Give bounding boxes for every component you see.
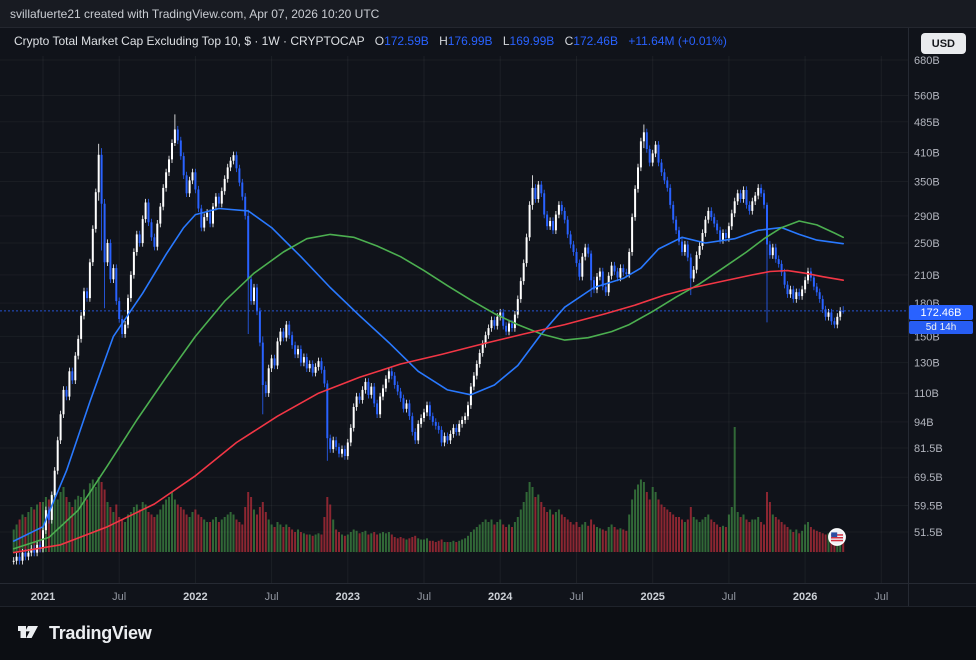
price-tick-label: 150B xyxy=(914,331,940,343)
candles-layer xyxy=(12,114,845,565)
time-tick-label: Jul xyxy=(112,591,126,603)
attribution-bar: svillafuerte21 created with TradingView.… xyxy=(0,0,976,28)
price-tick-label: 59.5B xyxy=(914,501,943,513)
time-tick-label: 2022 xyxy=(183,591,207,603)
bar-countdown-badge: 5d 14h xyxy=(909,321,973,334)
price-tick-label: 81.5B xyxy=(914,443,943,455)
symbol-title[interactable]: Crypto Total Market Cap Excluding Top 10… xyxy=(14,34,365,48)
ma-mid-line xyxy=(12,220,845,550)
price-tick-label: 250B xyxy=(914,238,940,250)
time-tick-label: 2021 xyxy=(31,591,55,603)
us-flag-circle-icon[interactable] xyxy=(828,528,846,546)
price-tick-label: 110B xyxy=(914,388,939,400)
chart-canvas[interactable]: 680B560B485B410B350B290B250B210B180B150B… xyxy=(0,28,976,606)
high-label: H xyxy=(439,34,448,48)
price-tick-label: 485B xyxy=(914,117,940,129)
price-tick-label: 130B xyxy=(914,358,940,370)
tradingview-wordmark: TradingView xyxy=(49,623,152,643)
low-label: L xyxy=(502,34,510,48)
price-tick-label: 94B xyxy=(914,417,934,429)
price-tick-label: 290B xyxy=(914,211,940,223)
price-tick-label: 210B xyxy=(914,270,940,282)
time-tick-label: 2026 xyxy=(793,591,817,603)
time-tick-label: Jul xyxy=(722,591,736,603)
time-tick-label: Jul xyxy=(874,591,888,603)
open-value: 172.59B xyxy=(384,34,429,48)
change-value: +11.64M (+0.01%) xyxy=(628,34,727,48)
symbol-legend: Crypto Total Market Cap Excluding Top 10… xyxy=(14,34,727,48)
grid-layer xyxy=(0,56,908,583)
price-tick-label: 51.5B xyxy=(914,527,943,539)
price-tick-label: 350B xyxy=(914,177,940,189)
time-tick-label: Jul xyxy=(569,591,583,603)
close-label: C xyxy=(564,34,574,48)
time-tick-label: 2025 xyxy=(640,591,664,603)
time-axis[interactable]: 2021 Jul 2022 Jul 2023 Jul 2024 Jul 2025 Jul 2026 J… xyxy=(0,583,976,604)
footer-bar: TradingView xyxy=(0,606,976,660)
last-price-badge: 172.46B xyxy=(909,305,973,320)
price-tick-label: 410B xyxy=(914,148,940,160)
price-tick-label: 560B xyxy=(914,91,940,103)
time-tick-label: Jul xyxy=(265,591,279,603)
ma-slow-line xyxy=(12,269,845,554)
price-axis[interactable]: 680B560B485B410B350B290B250B210B180B150B… xyxy=(908,28,943,606)
time-tick-label: Jul xyxy=(417,591,431,603)
ma-layer xyxy=(12,207,845,554)
high-value: 176.99B xyxy=(447,34,493,48)
chart-area[interactable]: 680B560B485B410B350B290B250B210B180B150B… xyxy=(0,28,976,606)
ma-fast-line xyxy=(12,207,845,542)
currency-usd-button[interactable]: USD xyxy=(920,33,966,54)
price-tick-label: 680B xyxy=(914,55,940,67)
low-value: 169.99B xyxy=(509,34,555,48)
price-tick-label: 69.5B xyxy=(914,472,943,484)
attribution-text: svillafuerte21 created with TradingView.… xyxy=(10,6,380,21)
open-label: O xyxy=(374,34,385,48)
time-tick-label: 2024 xyxy=(488,591,513,603)
close-value: 172.46B xyxy=(573,34,618,48)
tradingview-logo-icon xyxy=(16,619,40,648)
volume-layer xyxy=(12,427,845,553)
time-tick-label: 2023 xyxy=(336,591,360,603)
